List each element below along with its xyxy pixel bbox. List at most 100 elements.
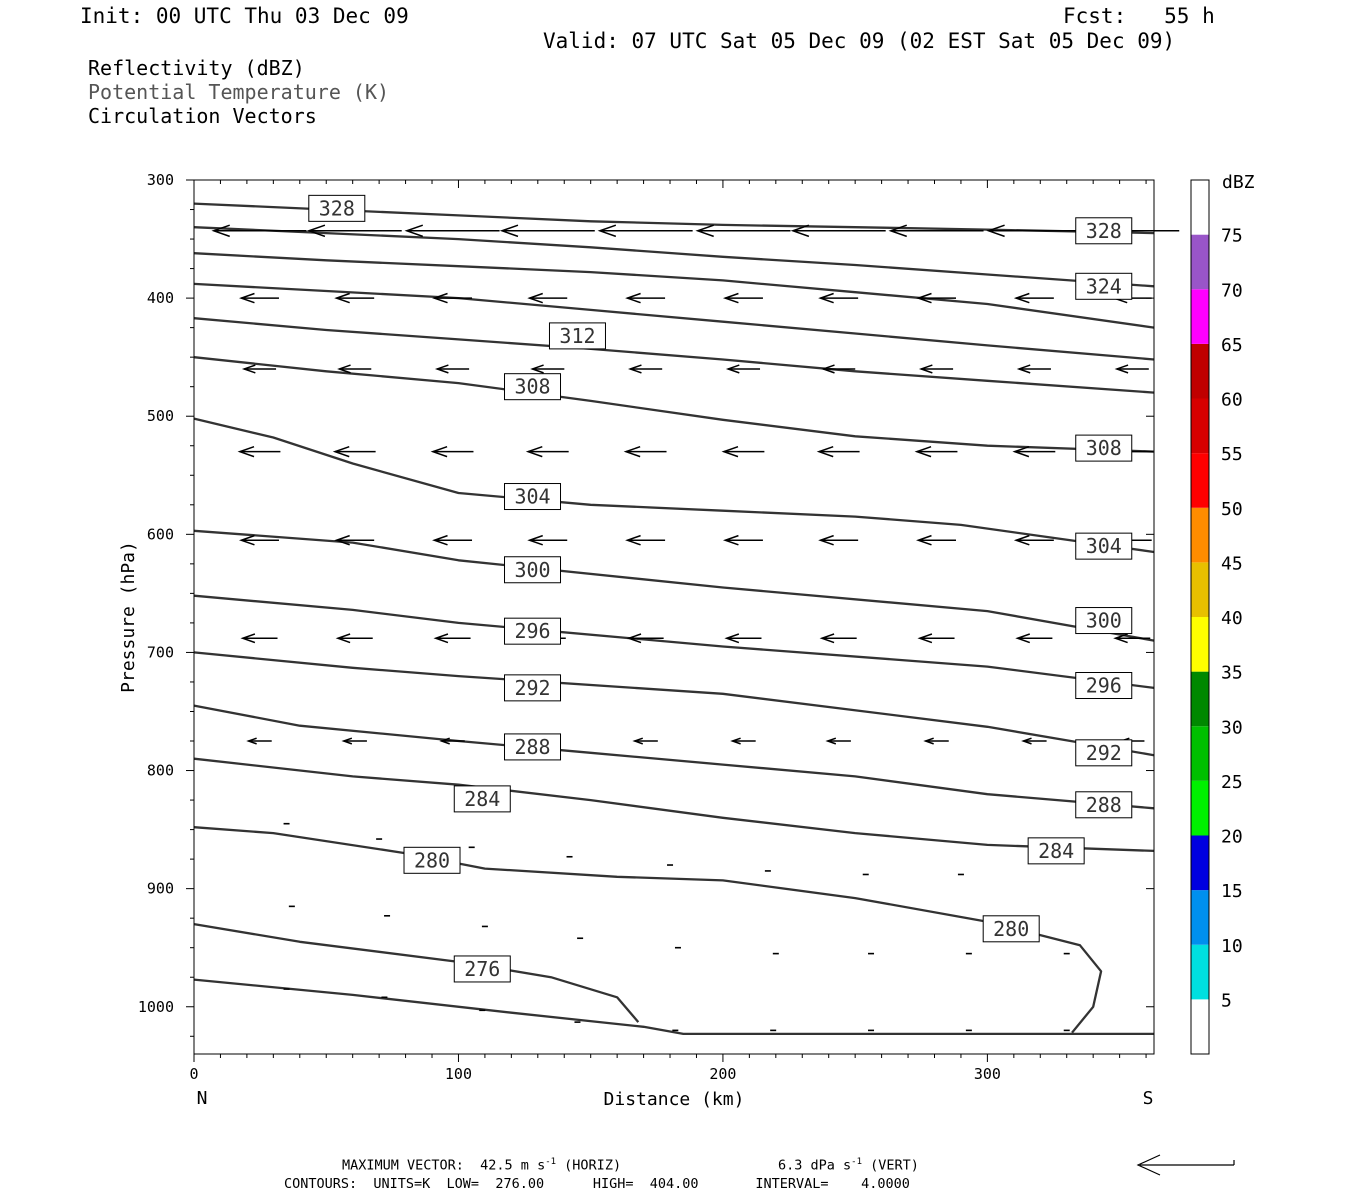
contour-label: 292 [1075,739,1133,767]
colorbar-swatch [1191,343,1209,399]
init-time: Init: 00 UTC Thu 03 Dec 09 [80,4,409,28]
circulation-vector [819,633,857,644]
svg-text:280: 280 [993,917,1029,941]
colorbar-label: 40 [1221,608,1243,629]
x-tick-label: 200 [709,1065,736,1083]
colorbar-label: 10 [1221,936,1243,957]
circulation-vector [499,224,595,238]
svg-text:296: 296 [1086,674,1122,698]
circulation-vector [1016,364,1051,374]
circulation-vector [730,737,756,745]
x-tick-label: 100 [445,1065,472,1083]
valid-time: Valid: 07 UTC Sat 05 Dec 09 (02 EST Sat … [543,29,1176,53]
contour-label: 324 [1075,272,1133,300]
colorbar-unit: dBZ [1222,172,1255,193]
circulation-vector [1114,364,1149,374]
contour-label: 288 [1075,791,1133,819]
circulation-vector [334,534,375,546]
colorbar-label: 20 [1221,827,1243,848]
circulation-vector [240,633,278,644]
circulation-vector [434,364,470,374]
circulation-vector [916,534,956,546]
contour-label: 328 [1075,217,1133,245]
circulation-vector [530,364,565,374]
theta-contour-284 [193,757,1155,853]
circulation-vector [695,224,791,238]
contour-label: 296 [1075,672,1133,700]
colorbar-swatch [1191,453,1209,508]
circulation-vector [1015,633,1053,644]
theta-contour-292 [193,651,1155,757]
svg-text:308: 308 [1086,436,1122,460]
colorbar-swatch [1191,999,1209,1054]
circulation-vector [625,534,666,546]
circulation-vector [332,445,376,458]
colorbar-swatch [1191,289,1209,344]
circulation-vector [626,633,664,644]
circulation-vector [623,445,667,458]
y-tick-label: 300 [147,171,174,189]
theta-contour-312 [193,317,1155,394]
circulation-vector [914,445,958,458]
contour-label: 300 [504,556,562,584]
circulation-vector [722,292,763,304]
colorbar-swatch [1191,398,1209,454]
contour-label: 308 [1075,434,1133,462]
contour-label: 284 [1027,837,1085,865]
contour-label: 292 [504,674,562,702]
field-circulation-vectors: Circulation Vectors [88,104,317,128]
theta-contour-276 [193,922,640,1023]
colorbar-swatch [1191,944,1209,1000]
circulation-vector [816,445,860,458]
circulation-vector [724,633,762,644]
circulation-vector [433,633,471,644]
svg-text:292: 292 [514,676,550,700]
circulation-vector [725,364,761,374]
circulation-vector [439,737,465,745]
contour-label: 328 [308,194,366,222]
colorbar-label: 45 [1221,553,1243,574]
svg-text:304: 304 [1086,534,1122,558]
circulation-vector [341,737,367,745]
theta-contour-308 [193,356,1155,453]
colorbar-swatch [1191,835,1209,891]
contour-info: CONTOURS: UNITS=K LOW= 276.00 HIGH= 404.… [284,1176,910,1192]
svg-text:304: 304 [514,485,550,509]
x-tick-label: 300 [974,1065,1001,1083]
circulation-vector [238,292,279,304]
circulation-vector [918,364,954,374]
colorbar-swatch [1191,617,1209,672]
circulation-vector [632,737,658,745]
theta-contour-300 [193,529,1155,642]
circulation-vector [818,292,859,304]
circulation-vector [404,224,500,238]
north-label: N [197,1088,208,1109]
circulation-vector [237,445,281,458]
circulation-vector [306,224,402,238]
contour-label: 296 [504,617,562,645]
colorbar-swatch [1191,234,1209,290]
contour-label: 300 [1075,607,1133,635]
svg-text:284: 284 [1038,839,1074,863]
circulation-vector [432,534,473,546]
theta-contour-288 [193,704,1155,810]
x-axis-title: Distance (km) [604,1089,745,1110]
theta-contour-296 [193,594,1155,690]
x-tick-label: 0 [189,1065,198,1083]
colorbar-swatch [1191,890,1209,945]
colorbar-swatch [1191,671,1209,727]
circulation-vector [246,737,272,745]
colorbar-swatch [1191,726,1209,781]
theta-contour-324 [193,226,1155,288]
theta-contour-316 [193,282,1155,361]
circulation-vector [821,364,856,374]
circulation-vector [1012,445,1056,458]
forecast-hour: Fcst: 55 h [1063,4,1215,28]
colorbar-frame [1190,179,1210,1055]
circulation-vector [430,445,474,458]
theta-contour-320 [193,252,1155,329]
contour-label: 276 [453,955,511,983]
colorbar-label: 15 [1221,881,1243,902]
circulation-vector [790,224,886,238]
